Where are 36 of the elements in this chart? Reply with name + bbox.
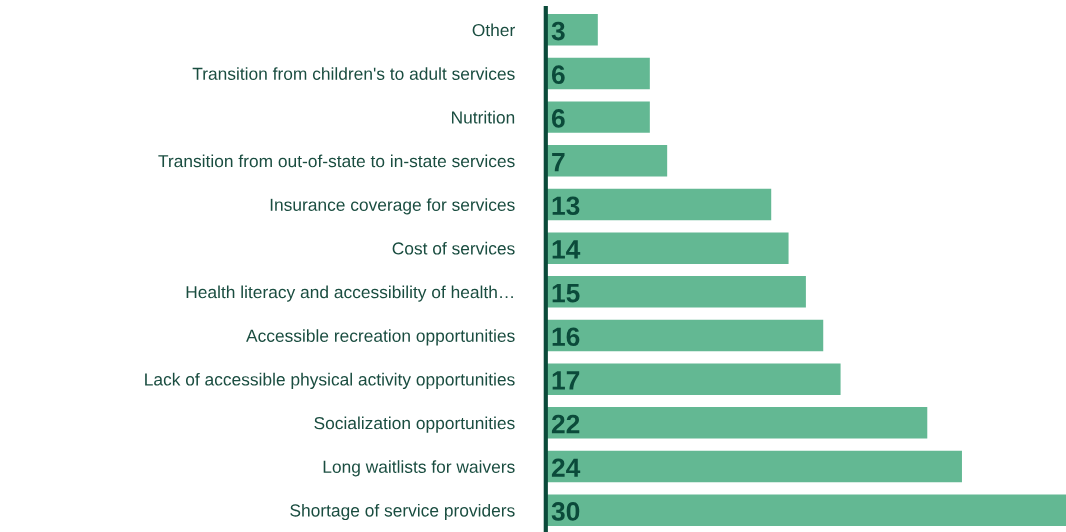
- bar: [545, 101, 650, 133]
- bar: [545, 494, 1066, 526]
- y-tick-label: Health literacy and accessibility of health…: [186, 285, 513, 302]
- data-label: 17: [552, 371, 580, 390]
- bar: [545, 188, 772, 221]
- bar: [545, 319, 824, 352]
- data-label: 6: [551, 65, 565, 85]
- data-label: 13: [552, 196, 580, 216]
- y-tick-label: Shortage of service providers: [290, 503, 515, 521]
- bar: [545, 450, 962, 483]
- y-tick-label: Transition from out-of-state to in-state services: [158, 154, 515, 168]
- y-tick-label: Nutrition: [452, 110, 515, 124]
- bar: [545, 145, 668, 177]
- y-tick-label: Other: [472, 23, 515, 37]
- data-label: 22: [551, 414, 580, 434]
- data-label: 14: [552, 240, 581, 259]
- data-label: 7: [552, 152, 565, 172]
- bar: [545, 407, 928, 439]
- y-tick-label: Lack of accessible physical activity opportunities: [145, 372, 515, 390]
- data-label: 30: [551, 502, 580, 521]
- bar: [545, 57, 650, 90]
- y-tick-label: Accessible recreation opportunities: [246, 329, 515, 346]
- y-tick-label: Long waitlists for waivers: [323, 460, 515, 477]
- data-label: 24: [551, 458, 581, 477]
- bar: [545, 363, 841, 395]
- y-tick-label: Transition from children's to adult services: [192, 67, 515, 80]
- y-tick-label: Socialization opportunities: [314, 416, 515, 433]
- y-tick-label: Insurance coverage for services: [270, 198, 515, 215]
- bar: [545, 14, 598, 46]
- y-tick-label: Cost of services: [392, 241, 515, 255]
- bar: [545, 232, 789, 264]
- data-label: 16: [552, 327, 580, 347]
- bar: [545, 276, 806, 308]
- data-label: 6: [551, 109, 565, 128]
- data-label: 3: [551, 21, 565, 41]
- data-label: 15: [552, 283, 580, 303]
